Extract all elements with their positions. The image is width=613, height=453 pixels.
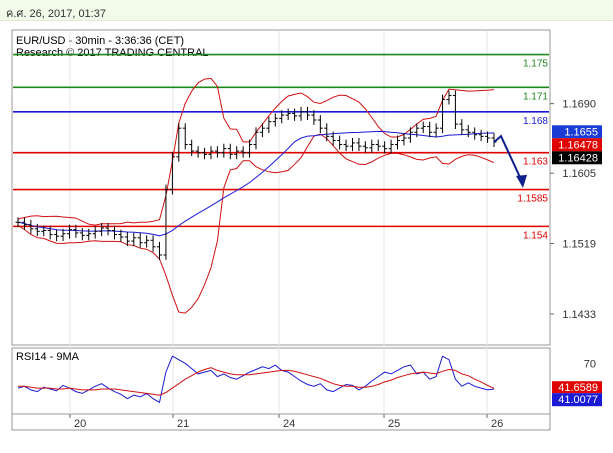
price-tag-label: 1.1655 [564, 126, 598, 138]
level-label: 1.175 [523, 59, 548, 70]
forecast-arrow-head [516, 174, 527, 188]
rsi-ma-line [18, 367, 495, 396]
time-axis-strip [11, 413, 551, 431]
forecast-arrow [493, 134, 527, 188]
support-resistance-levels: 1.175 1.171 1.168 1.163 1.1585 1.154 [13, 53, 549, 241]
price-tag-label: 1.16478 [558, 139, 598, 151]
rsi-value-tag [552, 393, 602, 407]
price-tick-label: 1.1605 [562, 168, 596, 180]
rsi-panel [11, 347, 551, 415]
time-tick-label: 26 [491, 418, 503, 430]
time-axis: 20 21 24 25 26 [69, 414, 503, 430]
level-label: 1.163 [523, 157, 548, 168]
rsi-title: RSI14 - 9MA [16, 351, 80, 363]
rsi-tick-label: 70 [584, 358, 596, 370]
price-axis: 1.1690 1.1605 1.1519 1.1433 [550, 99, 596, 321]
price-tick-label: 1.1690 [562, 99, 596, 111]
level-label: 1.1585 [517, 194, 548, 205]
rsi-value-tag-label: 41.0077 [558, 394, 598, 406]
forecast-arrow-line [493, 134, 524, 185]
chart-title: EUR/USD - 30min - 3:36:36 (CET) [16, 35, 184, 47]
price-tag-label: 1.16428 [558, 152, 598, 164]
rsi-lines [17, 355, 495, 404]
price-tag [552, 125, 602, 139]
price-panel [11, 29, 551, 346]
rsi-line [17, 355, 495, 404]
grid [69, 31, 488, 414]
chart-subtitle: Research © 2017 TRADING CENTRAL [16, 47, 209, 59]
time-tick-label: 20 [74, 418, 86, 430]
lower-band [17, 133, 495, 314]
level-label: 1.154 [523, 230, 548, 241]
rsi-ma-tag [552, 381, 602, 394]
time-tick-label: 21 [177, 418, 189, 430]
price-tick-label: 1.1433 [562, 309, 596, 321]
price-tag [552, 138, 602, 152]
timestamp: ค.ศ. 26, 2017, 01:37 [6, 8, 106, 20]
time-tick-label: 25 [388, 418, 400, 430]
top-bar: ค.ศ. 26, 2017, 01:37 [0, 0, 613, 21]
level-label: 1.171 [523, 91, 548, 102]
price-tag [552, 151, 602, 165]
time-tick-label: 24 [283, 418, 295, 430]
rsi-ma-tag-label: 41.6589 [558, 382, 598, 394]
candles [15, 90, 497, 260]
level-label: 1.168 [523, 116, 548, 127]
price-tick-label: 1.1519 [562, 239, 596, 251]
